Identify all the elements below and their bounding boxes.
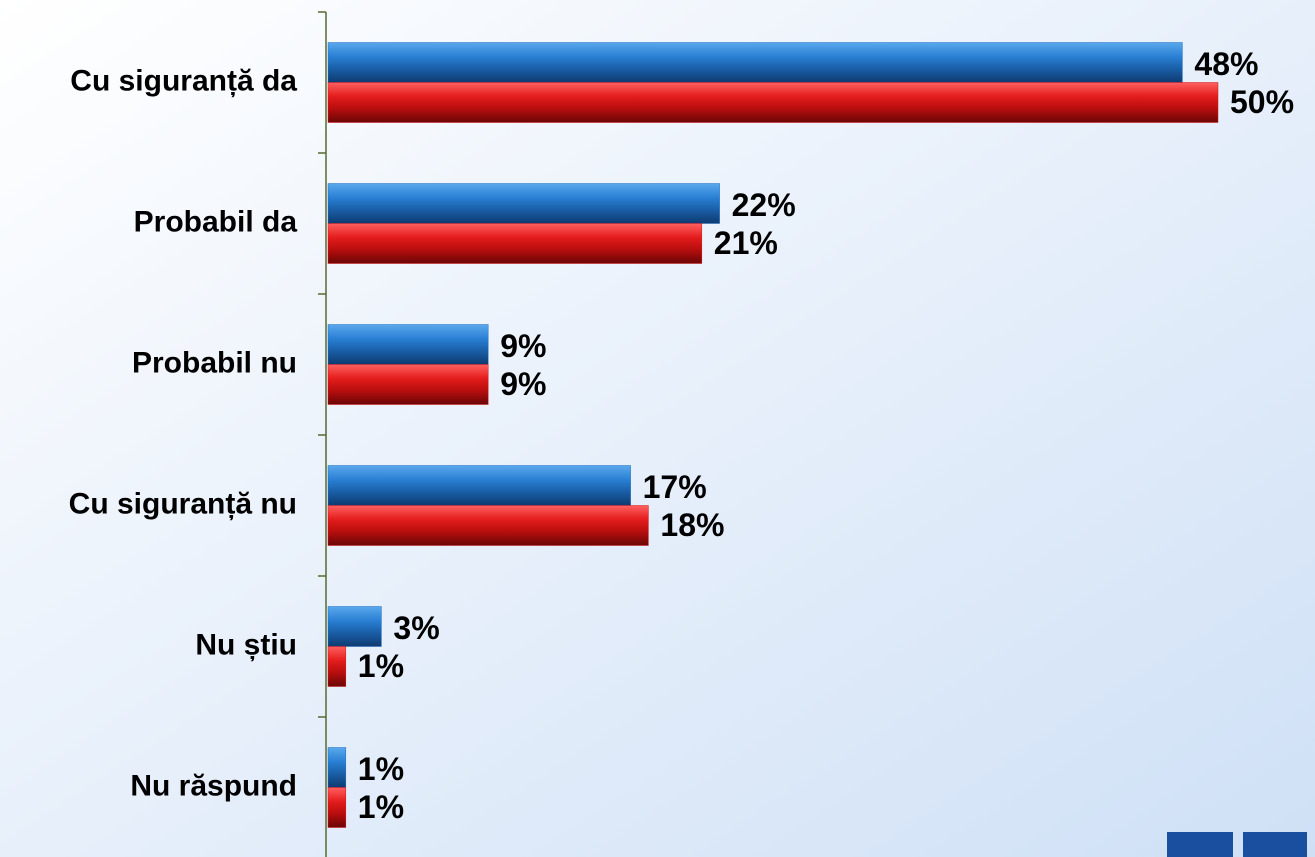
bar (327, 324, 489, 365)
value-label: 3% (393, 610, 439, 646)
category-label: Probabil nu (132, 346, 297, 379)
category-label: Nu știu (195, 628, 297, 661)
category-label: Probabil da (134, 205, 298, 238)
bar (327, 223, 703, 264)
value-label: 9% (500, 366, 546, 402)
bar (327, 646, 347, 687)
bar (327, 82, 1219, 123)
bar (327, 505, 649, 546)
category-label: Cu siguranță da (70, 64, 297, 97)
decoration (1167, 832, 1233, 857)
category-label: Cu siguranță nu (69, 487, 297, 520)
value-label: 1% (358, 789, 404, 825)
bar (327, 606, 382, 647)
bar (327, 364, 489, 405)
value-label: 48% (1194, 46, 1258, 82)
bar (327, 747, 347, 788)
value-label: 22% (732, 187, 796, 223)
decoration (1243, 832, 1307, 857)
value-label: 17% (643, 469, 707, 505)
value-label: 1% (358, 648, 404, 684)
bar (327, 465, 631, 506)
value-label: 21% (714, 225, 778, 261)
value-label: 9% (500, 328, 546, 364)
value-label: 18% (660, 507, 724, 543)
bar (327, 183, 720, 224)
category-label: Nu răspund (130, 769, 297, 802)
value-label: 1% (358, 751, 404, 787)
value-label: 50% (1230, 84, 1294, 120)
bar (327, 42, 1183, 83)
bar (327, 787, 347, 828)
